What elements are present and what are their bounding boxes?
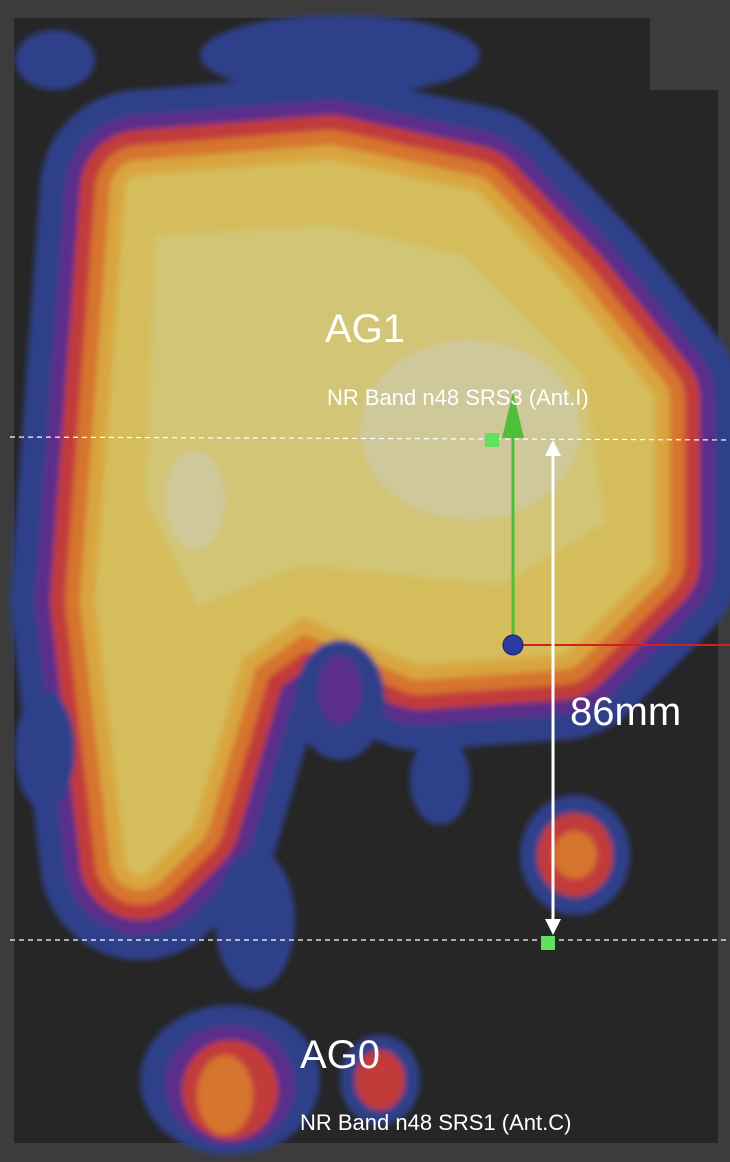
page: AG1 NR Band n48 SRS3 (Ant.I) 86mm AG0 NR… [0,0,730,1162]
pivot [503,635,523,655]
heatmap-view: AG1 NR Band n48 SRS3 (Ant.I) 86mm AG0 NR… [0,0,730,1162]
field-lobe [200,15,480,95]
antenna-name: AG1 [325,307,405,351]
antenna-label: NR Band n48 SRS1 (Ant.C) [300,1110,571,1135]
distance-label: 86mm [570,690,681,734]
field-lobe [197,1055,253,1135]
field-lobe [553,831,597,879]
field-lobe [215,850,295,990]
field-lobe [410,735,470,825]
field-lobe [318,655,362,725]
corner-notch [650,18,718,90]
marker [541,936,555,950]
antenna-name: AG0 [300,1033,380,1077]
antenna-label: NR Band n48 SRS3 (Ant.I) [327,385,589,410]
marker [485,433,499,447]
field-lobe [15,690,75,810]
field-lobe [15,30,95,90]
